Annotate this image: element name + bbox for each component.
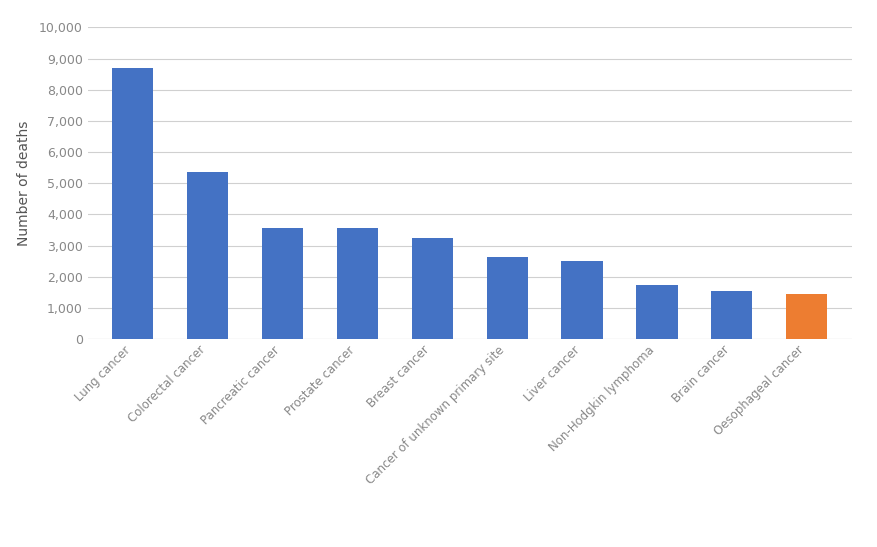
Bar [337,229,378,339]
Bar [785,294,826,339]
Bar [411,238,453,339]
Bar [710,290,752,339]
Bar [636,284,677,339]
Y-axis label: Number of deaths: Number of deaths [17,120,31,246]
Bar [187,172,228,339]
Bar [486,258,527,339]
Bar [560,260,602,339]
Bar [261,228,303,339]
Bar [112,68,153,339]
